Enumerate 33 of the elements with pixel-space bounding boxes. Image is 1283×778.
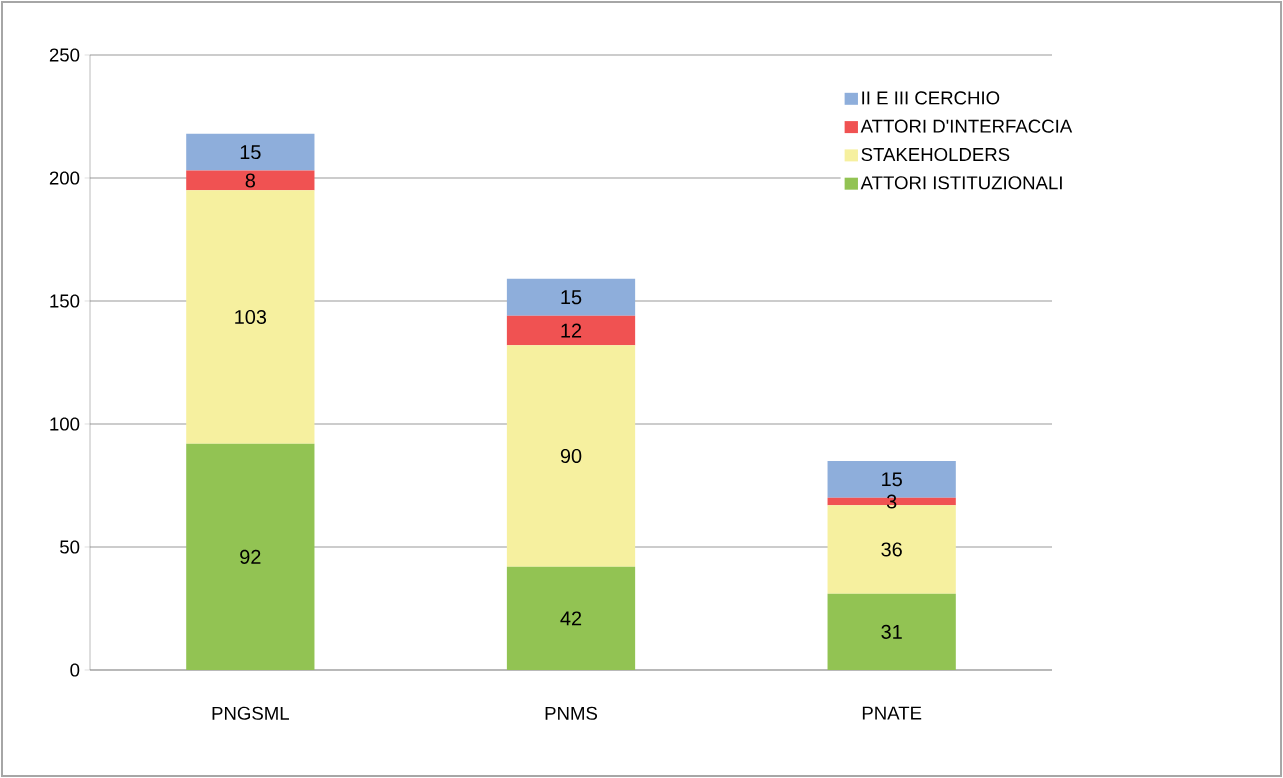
bar [506,345,636,567]
data-label: 15 [882,472,902,487]
bar [827,593,956,670]
bar [186,170,315,191]
x-tick-label: PNMS [545,706,598,720]
data-label: 36 [881,542,902,557]
legend-label: ATTORI D'INTERFACCIA [860,119,1073,133]
data-label: 92 [240,549,261,564]
legend-label: STAKEHOLDERS [861,147,1010,162]
data-label: 42 [560,611,582,626]
data-label: 31 [881,624,902,639]
x-tick-label: PNATE [862,706,922,720]
bar [186,133,315,171]
data-label: 103 [235,309,267,325]
y-tick-label: 50 [60,540,80,554]
data-label: 15 [561,290,582,305]
legend-label: ATTORI ISTITUZIONALI [860,176,1062,190]
y-tick-label: 0 [70,663,80,677]
data-label: 8 [245,173,255,188]
y-tick-label: 150 [50,294,80,308]
y-tick-label: 200 [49,171,80,185]
data-label: 12 [561,323,582,338]
bar [186,443,315,670]
data-label: 15 [240,145,261,160]
x-tick-label: PNGSML [212,706,289,720]
bar [506,566,636,670]
y-tick-label: 250 [49,48,80,62]
bar [186,190,315,444]
data-label: 90 [560,448,582,464]
bar [506,315,636,346]
legend-label: II E III CERCHIO [862,91,1000,105]
bar [506,278,636,316]
y-tick-label: 100 [50,417,80,431]
